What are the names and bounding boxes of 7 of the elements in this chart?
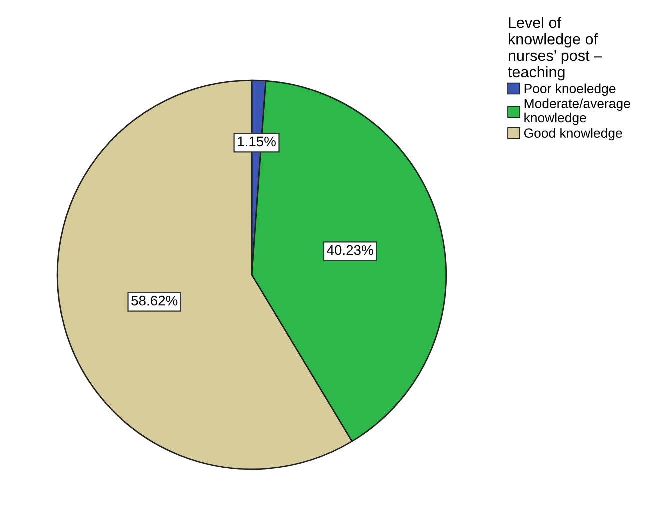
legend-label: Moderate/average knowledge [524,98,630,126]
legend-label: Good knowledge [524,128,622,141]
data-label: 58.62% [132,296,178,306]
legend-title: Level of knowledge of nurses’ post – teaching [508,17,603,81]
legend-label: Poor knoeledge [524,84,616,96]
data-label: 40.23% [327,245,374,256]
data-label: 1.15% [238,136,276,147]
